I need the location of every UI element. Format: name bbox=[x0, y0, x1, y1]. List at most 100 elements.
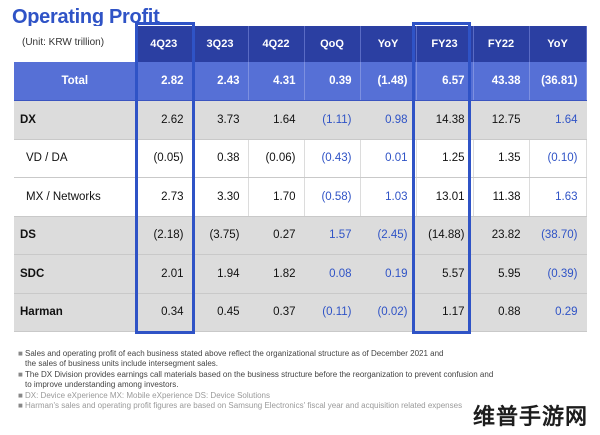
footnote-line: the sales of business units include inte… bbox=[25, 359, 218, 369]
table-cell: 1.25 bbox=[416, 139, 474, 178]
row-label: VD / DA bbox=[14, 139, 137, 178]
footnotes: ■ Sales and operating profit of each bus… bbox=[18, 349, 578, 411]
table-cell: (1.11) bbox=[304, 100, 361, 140]
table-cell: (2.45) bbox=[360, 216, 417, 255]
table-cell: 0.39 bbox=[304, 62, 361, 101]
table-cell: 1.03 bbox=[360, 177, 417, 217]
table-cell: (0.43) bbox=[304, 139, 361, 178]
unit-label: (Unit: KRW trillion) bbox=[22, 37, 105, 48]
table-cell: 6.57 bbox=[416, 62, 474, 101]
table-cell: (0.39) bbox=[529, 254, 587, 294]
table-cell: 0.88 bbox=[473, 293, 530, 332]
page-title: Operating Profit bbox=[12, 6, 160, 28]
square-bullet-icon: ■ bbox=[18, 349, 23, 358]
table-cell: (0.58) bbox=[304, 177, 361, 217]
table-cell: (14.88) bbox=[416, 216, 474, 255]
table-cell: (0.05) bbox=[136, 139, 193, 178]
table-cell: 0.37 bbox=[248, 293, 305, 332]
column-header: FY22 bbox=[473, 26, 530, 62]
header-corner bbox=[14, 26, 136, 62]
column-header: 3Q23 bbox=[192, 26, 249, 62]
table-cell: 1.64 bbox=[529, 100, 587, 140]
table-cell: 1.94 bbox=[192, 254, 249, 294]
table-cell: 1.35 bbox=[473, 139, 530, 178]
row-label: DX bbox=[14, 100, 137, 140]
table-cell: (3.75) bbox=[192, 216, 249, 255]
table-cell: 4.31 bbox=[248, 62, 305, 101]
table-cell: (38.70) bbox=[529, 216, 587, 255]
row-label: Total bbox=[14, 62, 137, 101]
column-header: YoY bbox=[529, 26, 587, 62]
table-cell: 11.38 bbox=[473, 177, 530, 217]
table-cell: 0.38 bbox=[192, 139, 249, 178]
table-cell: 3.73 bbox=[192, 100, 249, 140]
row-label: MX / Networks bbox=[14, 177, 137, 217]
table-cell: (36.81) bbox=[529, 62, 587, 101]
footnote: ■ The DX Division provides earnings call… bbox=[18, 370, 578, 391]
column-header: YoY bbox=[360, 26, 417, 62]
table-cell: 2.82 bbox=[136, 62, 193, 101]
square-bullet-icon: ■ bbox=[18, 390, 23, 400]
table-cell: 2.43 bbox=[192, 62, 249, 101]
table-cell: (2.18) bbox=[136, 216, 193, 255]
footnote: ■ Harman's sales and operating profit fi… bbox=[18, 401, 578, 411]
table-row: Total 2.82 2.43 4.31 0.39 (1.48) 6.57 43… bbox=[14, 62, 587, 101]
table-cell: 2.73 bbox=[136, 177, 193, 217]
table-cell: 1.57 bbox=[304, 216, 361, 255]
row-label: Harman bbox=[14, 293, 137, 332]
footnote-line: The DX Division provides earnings call m… bbox=[25, 369, 494, 379]
table-row: VD / DA (0.05) 0.38 (0.06) (0.43) 0.01 1… bbox=[14, 139, 587, 178]
table-cell: 0.98 bbox=[360, 100, 417, 140]
table-cell: 0.01 bbox=[360, 139, 417, 178]
column-header: FY23 bbox=[416, 26, 474, 62]
table-cell: 1.63 bbox=[529, 177, 587, 217]
table-cell: 23.82 bbox=[473, 216, 530, 255]
footnote-line: Sales and operating profit of each busin… bbox=[25, 349, 444, 358]
table-cell: 2.01 bbox=[136, 254, 193, 294]
footnote: ■ DX: Device eXperience MX: Mobile eXper… bbox=[18, 391, 578, 401]
table-row: SDC 2.01 1.94 1.82 0.08 0.19 5.57 5.95 (… bbox=[14, 254, 587, 294]
table-header-row: 4Q23 3Q23 4Q22 QoQ YoY FY23 FY22 YoY bbox=[14, 26, 587, 62]
column-header: 4Q22 bbox=[248, 26, 305, 62]
table-row: Harman 0.34 0.45 0.37 (0.11) (0.02) 1.17… bbox=[14, 293, 587, 332]
square-bullet-icon: ■ bbox=[18, 369, 23, 379]
row-label: DS bbox=[14, 216, 137, 255]
table-cell: 0.34 bbox=[136, 293, 193, 332]
table-cell: (0.02) bbox=[360, 293, 417, 332]
table-cell: 1.82 bbox=[248, 254, 305, 294]
table-cell: 1.17 bbox=[416, 293, 474, 332]
table-cell: 13.01 bbox=[416, 177, 474, 217]
row-label: SDC bbox=[14, 254, 137, 294]
table-cell: 43.38 bbox=[473, 62, 530, 101]
table-cell: 1.64 bbox=[248, 100, 305, 140]
column-header: 4Q23 bbox=[136, 26, 193, 62]
table-cell: (0.10) bbox=[529, 139, 587, 178]
operating-profit-table: 4Q23 3Q23 4Q22 QoQ YoY FY23 FY22 YoY Tot… bbox=[14, 26, 587, 332]
footnote-line: Harman's sales and operating profit figu… bbox=[25, 401, 463, 411]
table-cell: (1.48) bbox=[360, 62, 417, 101]
table-cell: 0.29 bbox=[529, 293, 587, 332]
table-cell: 12.75 bbox=[473, 100, 530, 140]
table-cell: 2.62 bbox=[136, 100, 193, 140]
table-cell: 0.19 bbox=[360, 254, 417, 294]
watermark: 维普手游网 bbox=[472, 404, 588, 429]
highlight-box-fy23 bbox=[412, 22, 471, 334]
square-bullet-icon: ■ bbox=[18, 401, 23, 411]
table-cell: 0.27 bbox=[248, 216, 305, 255]
table-cell: (0.11) bbox=[304, 293, 361, 332]
table-cell: 3.30 bbox=[192, 177, 249, 217]
table-cell: 0.45 bbox=[192, 293, 249, 332]
table-cell: (0.06) bbox=[248, 139, 305, 178]
table-row: DX 2.62 3.73 1.64 (1.11) 0.98 14.38 12.7… bbox=[14, 100, 587, 140]
table-cell: 5.95 bbox=[473, 254, 530, 294]
table-row: DS (2.18) (3.75) 0.27 1.57 (2.45) (14.88… bbox=[14, 216, 587, 255]
table-row: MX / Networks 2.73 3.30 1.70 (0.58) 1.03… bbox=[14, 177, 587, 217]
table-cell: 5.57 bbox=[416, 254, 474, 294]
footnote-line: DX: Device eXperience MX: Mobile eXperie… bbox=[25, 390, 271, 400]
footnote: ■ Sales and operating profit of each bus… bbox=[18, 349, 578, 370]
highlight-box-4q23 bbox=[135, 22, 195, 334]
column-header: QoQ bbox=[304, 26, 361, 62]
table-cell: 14.38 bbox=[416, 100, 474, 140]
footnote-line: to improve understanding among investors… bbox=[25, 380, 179, 390]
table-cell: 1.70 bbox=[248, 177, 305, 217]
